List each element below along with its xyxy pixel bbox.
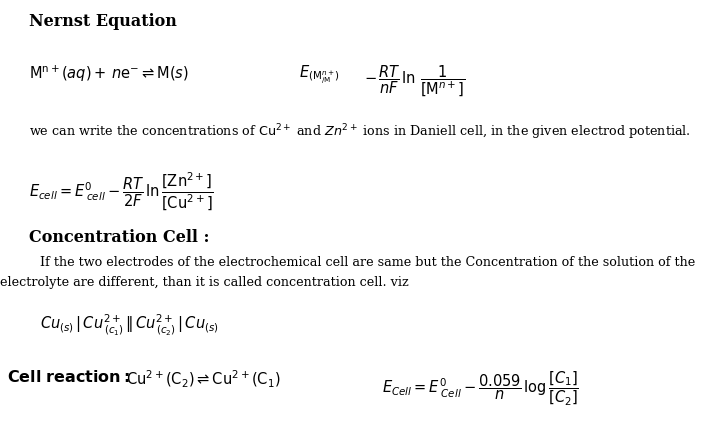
Text: $E_{Cell} = E^0_{\;Cell} - \dfrac{0.059}{n}\,\log\dfrac{[C_1]}{[C_2]}$: $E_{Cell} = E^0_{\;Cell} - \dfrac{0.059}… bbox=[382, 369, 578, 407]
Text: Nernst Equation: Nernst Equation bbox=[29, 13, 176, 30]
Text: $E_{cell} = E^0_{\;cell} - \dfrac{RT}{2F}\,\ln\dfrac{[\mathrm{Zn^{2+}}]}{[\mathr: $E_{cell} = E^0_{\;cell} - \dfrac{RT}{2F… bbox=[29, 170, 214, 213]
Text: $E_{(\mathrm{M}^{n+}_{/\mathrm{M}})}$: $E_{(\mathrm{M}^{n+}_{/\mathrm{M}})}$ bbox=[299, 63, 340, 87]
Text: $\mathrm{M^{n+}(}\mathit{aq}\mathrm{)+}\,\mathit{n}\mathrm{e^{-}\rightleftharpoo: $\mathrm{M^{n+}(}\mathit{aq}\mathrm{)+}\… bbox=[29, 63, 189, 83]
Text: $\mathrm{Cu^{2+}(C_2) \rightleftharpoons Cu^{2+}(C_1)}$: $\mathrm{Cu^{2+}(C_2) \rightleftharpoons… bbox=[126, 369, 281, 390]
Text: $\mathit{Cu}_{(s)}\,|\,\mathit{Cu}^{2+}_{\,(c_1)}\,\|\,\mathit{Cu}^{2+}_{\,(c_2): $\mathit{Cu}_{(s)}\,|\,\mathit{Cu}^{2+}_… bbox=[40, 312, 218, 337]
Text: If the two electrodes of the electrochemical cell are same but the Concentration: If the two electrodes of the electrochem… bbox=[40, 256, 695, 269]
Text: electrolyte are different, than it is called concentration cell. viz: electrolyte are different, than it is ca… bbox=[0, 276, 409, 289]
Text: we can write the concentrations of $\mathrm{Cu^{2+}}$ and $\mathit{Zn}^{2+}$ ion: we can write the concentrations of $\mat… bbox=[29, 122, 690, 142]
Text: Concentration Cell :: Concentration Cell : bbox=[29, 229, 210, 246]
Text: $-\,\dfrac{RT}{nF}\,\ln\,\dfrac{1}{[\mathrm{M}^{n+}]}$: $-\,\dfrac{RT}{nF}\,\ln\,\dfrac{1}{[\mat… bbox=[364, 63, 465, 99]
Text: $\mathbf{Cell\ reaction:}$: $\mathbf{Cell\ reaction:}$ bbox=[7, 369, 130, 386]
